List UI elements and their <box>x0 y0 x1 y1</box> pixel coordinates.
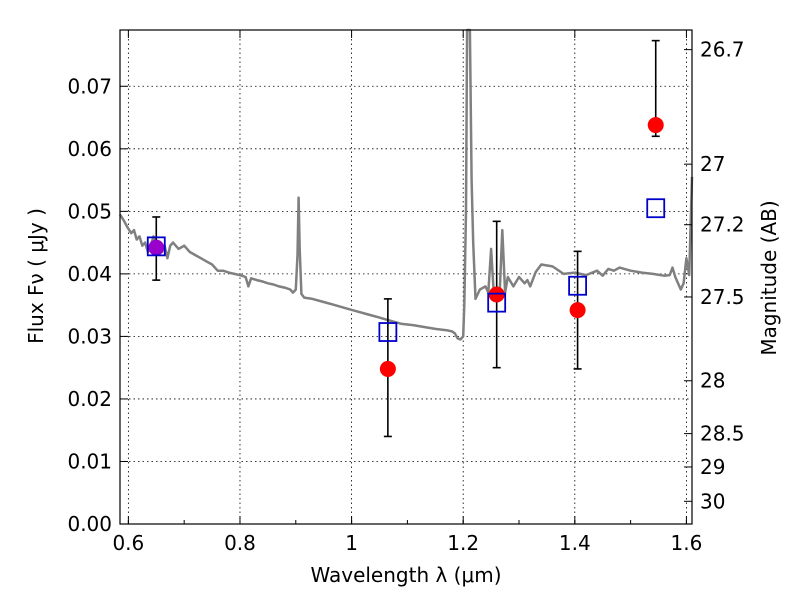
secondary-y-axis-label: Magnitude (AB) <box>757 200 781 355</box>
mag-tick-label: 30 <box>700 489 725 513</box>
tick-labels: 0.6 0.8 1 1.2 1.4 1.6 0.00 0.01 0.02 0.03 0.04 0.05… <box>67 38 744 555</box>
x-axis-label: Wavelength λ (μm) <box>310 563 501 587</box>
x-tick-label: 0.8 <box>224 531 256 555</box>
x-tick-label: 1 <box>345 531 358 555</box>
error-bars <box>152 39 660 438</box>
mag-tick-label: 29 <box>700 455 725 479</box>
model-point <box>487 292 507 313</box>
x-tick-label: 0.6 <box>112 531 144 555</box>
observed-point <box>148 239 165 256</box>
y-tick-label: 0.05 <box>67 199 112 223</box>
mag-tick-label: 27.5 <box>700 285 745 309</box>
mag-tick-label: 26.7 <box>700 38 745 62</box>
model-point <box>568 275 587 296</box>
model-point <box>646 198 666 219</box>
x-tick-label: 1.6 <box>671 531 703 555</box>
model-point <box>378 322 398 342</box>
y-tick-label: 0.06 <box>67 137 112 161</box>
axis-ticks <box>120 30 692 525</box>
y-tick-label: 0.01 <box>67 449 112 473</box>
y-tick-label: 0.03 <box>67 324 112 348</box>
mag-tick-label: 27.2 <box>700 213 745 237</box>
mag-tick-label: 28.5 <box>700 422 745 446</box>
y-tick-label: 0.00 <box>67 512 112 536</box>
y-axis-label: Flux Fν ( μJy ) <box>24 208 48 344</box>
observed-photometry-series <box>148 117 664 377</box>
x-tick-label: 1.2 <box>447 531 479 555</box>
y-tick-label: 0.04 <box>67 262 112 286</box>
plot-frame <box>119 29 693 525</box>
model-spectrum-series <box>118 28 694 341</box>
y-tick-label: 0.07 <box>67 74 112 98</box>
mag-tick-label: 27 <box>700 152 725 176</box>
model-point <box>146 236 166 257</box>
observed-point <box>569 302 586 319</box>
mag-tick-label: 28 <box>700 369 725 393</box>
model-photometry-series <box>146 198 666 342</box>
grid <box>120 30 692 524</box>
observed-point <box>379 360 396 377</box>
x-tick-label: 1.4 <box>559 531 591 555</box>
y-tick-label: 0.02 <box>67 387 112 411</box>
observed-point <box>647 117 664 134</box>
model-spectrum-line <box>118 28 694 341</box>
